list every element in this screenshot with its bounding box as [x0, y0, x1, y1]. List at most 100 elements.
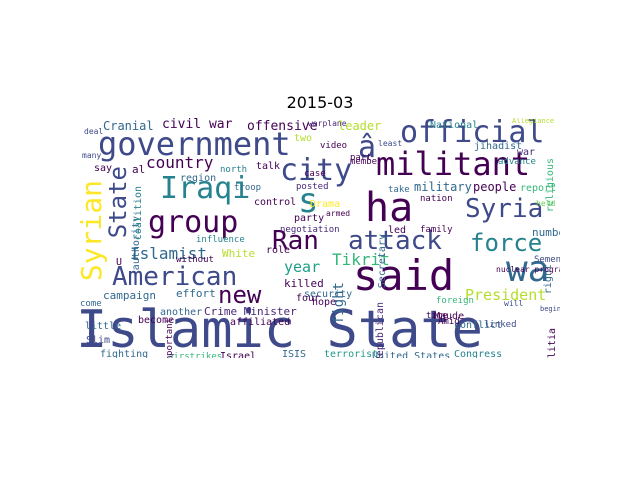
cloud-word: President	[465, 286, 547, 304]
cloud-word: affiliated	[230, 317, 291, 328]
cloud-word: jihadist	[474, 141, 523, 152]
cloud-word: Semen	[534, 255, 560, 265]
cloud-word: attack	[348, 226, 442, 256]
cloud-word: important	[165, 318, 175, 358]
cloud-word: say	[94, 163, 113, 174]
cloud-word: armed	[326, 209, 351, 218]
cloud-word: become	[138, 315, 175, 326]
cloud-word: without	[176, 255, 214, 265]
cloud-word: ha	[365, 185, 414, 231]
cloud-word: held	[536, 199, 556, 208]
cloud-word: said	[353, 251, 455, 300]
cloud-word: four	[296, 293, 321, 304]
cloud-word: United States	[372, 351, 451, 359]
cloud-word: war	[517, 147, 536, 158]
cloud-word: Islamist	[130, 244, 208, 263]
cloud-word: campaign	[103, 289, 156, 302]
cloud-word: Slim	[86, 335, 111, 346]
cloud-word: part	[350, 153, 372, 163]
cloud-word: led	[388, 225, 407, 236]
cloud-word: video	[320, 141, 348, 151]
cloud-word: two	[294, 133, 313, 144]
cloud-word: new	[218, 281, 262, 309]
cloud-word: Cranial	[103, 119, 154, 133]
cloud-word: Syrian	[80, 180, 108, 282]
figure-title: 2015-03	[286, 93, 354, 112]
cloud-word: troop	[234, 183, 262, 193]
cloud-word: killed	[284, 277, 324, 290]
cloud-word: Republican	[375, 302, 386, 358]
cloud-word: year	[284, 258, 321, 276]
cloud-word: Allegiance	[512, 118, 555, 125]
cloud-word: security	[304, 289, 353, 300]
cloud-word: warplane	[308, 119, 347, 128]
cloud-word: Crime Minister	[204, 305, 297, 318]
cloud-word: ISIS	[282, 349, 307, 359]
word-cloud: Islamic State said wa ha government official m…	[80, 118, 560, 358]
cloud-word: number	[532, 226, 560, 239]
cloud-word: airstrikes	[168, 352, 223, 359]
cloud-word: city	[280, 153, 353, 188]
cloud-word: leader	[338, 119, 382, 133]
cloud-word: role	[266, 245, 291, 256]
cloud-word: s	[298, 181, 319, 221]
cloud-word: conflict	[454, 320, 503, 331]
cloud-word: case	[304, 169, 326, 179]
cloud-word: member	[350, 157, 383, 167]
cloud-word: country	[146, 153, 214, 172]
cloud-word: begin	[540, 305, 560, 313]
cloud-word: group	[148, 205, 239, 240]
cloud-word: report	[520, 183, 557, 194]
cloud-word: Congress	[454, 349, 503, 359]
cloud-word: militia	[547, 328, 558, 358]
cloud-word: force	[470, 229, 543, 257]
cloud-word: military	[414, 180, 472, 194]
cloud-word: terrorist	[324, 349, 379, 359]
cloud-word: little	[85, 321, 122, 332]
cloud-word: take	[388, 185, 410, 195]
cloud-word: posted	[296, 182, 329, 192]
cloud-word: offensive	[247, 119, 318, 134]
cloud-word: come	[80, 299, 102, 309]
cloud-word: another	[160, 307, 203, 318]
cloud-word: influence	[196, 235, 245, 245]
cloud-word: American	[112, 262, 238, 292]
cloud-word: coalition	[133, 186, 144, 241]
cloud-word: Drama	[310, 199, 341, 210]
cloud-word: will	[504, 299, 524, 308]
cloud-word: Tikrit	[332, 250, 390, 269]
cloud-word: civil war	[162, 118, 233, 132]
cloud-word: negotiation	[280, 225, 340, 235]
cloud-word: deal	[84, 127, 104, 136]
cloud-word: least	[378, 139, 403, 148]
cloud-word: White	[222, 247, 256, 260]
cloud-word: Secretary	[377, 234, 388, 289]
cloud-word: region	[180, 173, 217, 184]
cloud-word: foreign	[436, 296, 474, 306]
cloud-word: government	[98, 125, 291, 163]
cloud-word: State	[104, 166, 132, 239]
cloud-word: fighting	[100, 349, 149, 359]
cloud-word: effort	[176, 287, 216, 300]
cloud-word: â	[358, 130, 377, 165]
cloud-word: Israel	[220, 351, 257, 359]
cloud-word: linked	[484, 320, 517, 330]
cloud-word: Maude	[434, 311, 465, 322]
cloud-word: advance	[498, 157, 536, 167]
cloud-word: party	[294, 213, 325, 224]
cloud-word: official	[400, 118, 545, 150]
cloud-word: many	[82, 151, 102, 160]
cloud-word: talk	[256, 161, 281, 172]
cloud-word: Ran	[272, 226, 319, 256]
cloud-word: National	[430, 120, 479, 131]
cloud-word: people	[473, 180, 517, 194]
cloud-word: Syria	[465, 194, 544, 224]
cloud-word: wa	[506, 249, 550, 290]
cloud-word: family	[420, 225, 453, 235]
cloud-word: hope	[312, 297, 337, 308]
cloud-word: north	[220, 165, 248, 175]
cloud-word: Islamic State	[80, 300, 483, 358]
cloud-word: al	[132, 163, 146, 176]
cloud-word: Amid	[438, 317, 460, 327]
cloud-word: nation	[420, 194, 453, 204]
